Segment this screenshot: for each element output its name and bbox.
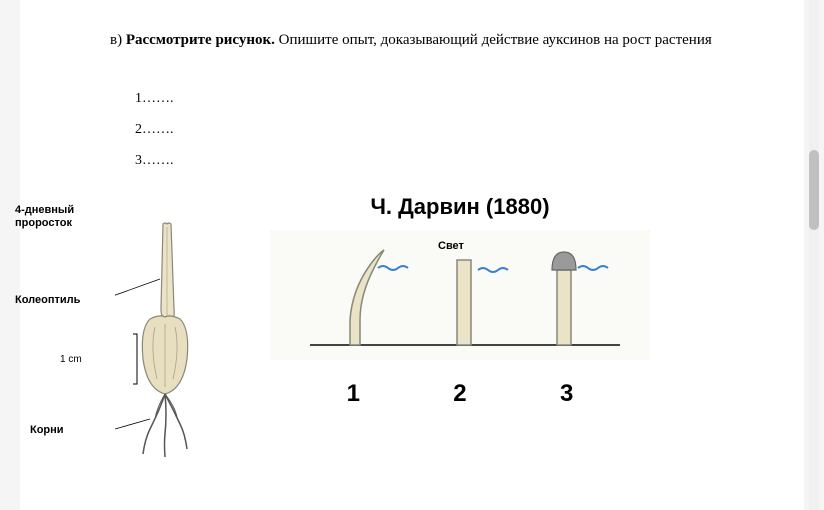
label-4day-seedling: 4-дневныйпроросток [15,204,74,230]
answer-blanks: 1……. 2……. 3……. [135,91,744,169]
experiment-numbers: 1 2 3 [270,380,650,408]
question-rest: Опишите опыт, доказывающий действие аукс… [275,32,712,48]
darwin-title: Ч. Дарвин (1880) [270,194,650,220]
experiment-number-3: 3 [560,380,573,408]
scrollbar-thumb[interactable] [809,150,819,230]
question-text: в) Рассмотрите рисунок. Опишите опыт, до… [110,30,744,51]
label-light: Свет [438,240,464,252]
seedling-diagram: 4-дневныйпроросток Колеоптиль 1 cm Корни [65,199,265,459]
seedling-svg [115,219,215,459]
document-page: в) Рассмотрите рисунок. Опишите опыт, до… [20,0,804,510]
figure-area: 4-дневныйпроросток Колеоптиль 1 cm Корни [110,199,744,479]
darwin-figure: Свет [270,230,650,360]
experiment-number-2: 2 [453,380,466,408]
question-bold: Рассмотрите рисунок. [126,32,275,48]
blank-1: 1……. [135,91,744,107]
label-scale-1cm: 1 cm [60,354,82,365]
label-roots: Корни [30,424,64,436]
darwin-experiment-panel: Ч. Дарвин (1880) Свет [270,194,650,424]
experiment-number-1: 1 [347,380,360,408]
label-coleoptile: Колеоптиль [15,294,80,306]
scrollbar-track[interactable] [809,0,819,510]
question-prefix: в) [110,32,126,48]
blank-2: 2……. [135,122,744,138]
blank-3: 3……. [135,153,744,169]
